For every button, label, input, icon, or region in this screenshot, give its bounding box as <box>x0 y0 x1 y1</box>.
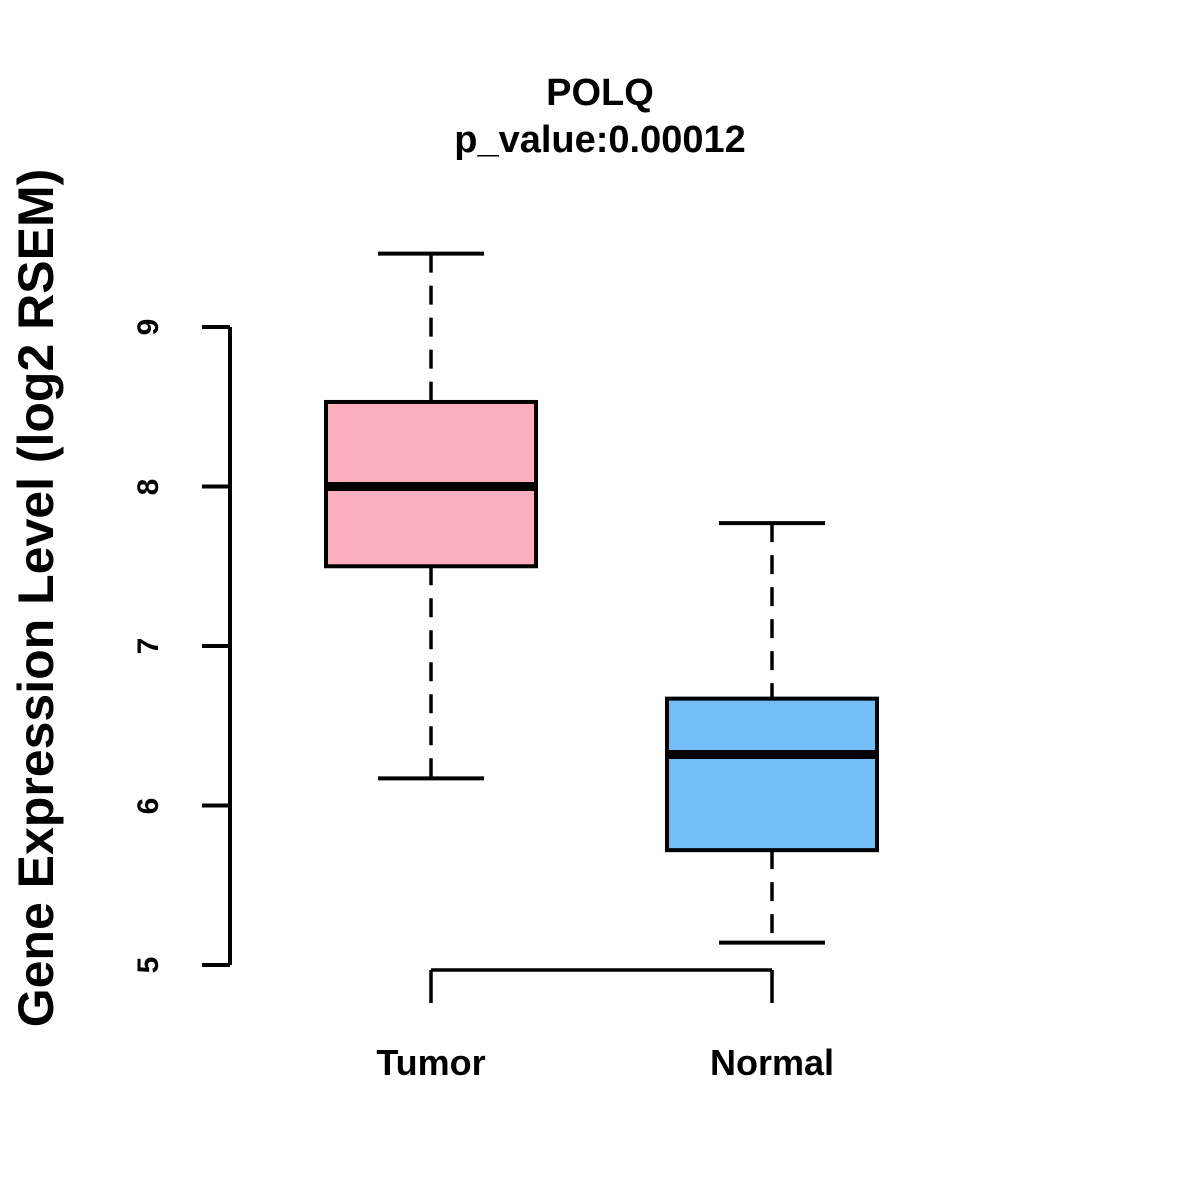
y-axis-title: Gene Expression Level (log2 RSEM) <box>8 168 64 1028</box>
y-tick-label-9: 9 <box>132 318 165 336</box>
chart-subtitle: p_value:0.00012 <box>454 119 746 161</box>
title-block: POLQ p_value:0.00012 <box>0 71 1200 162</box>
normal-box <box>665 696 879 853</box>
x-category-label-tumor: Tumor <box>376 1042 486 1083</box>
y-tick-label-7: 7 <box>132 637 165 655</box>
y-tick-label-6: 6 <box>132 797 165 814</box>
y-tick-label-5: 5 <box>132 956 165 974</box>
chart-title: POLQ <box>546 72 654 114</box>
x-category-label-normal: Normal <box>709 1042 835 1083</box>
y-tick-label-8: 8 <box>132 478 165 495</box>
